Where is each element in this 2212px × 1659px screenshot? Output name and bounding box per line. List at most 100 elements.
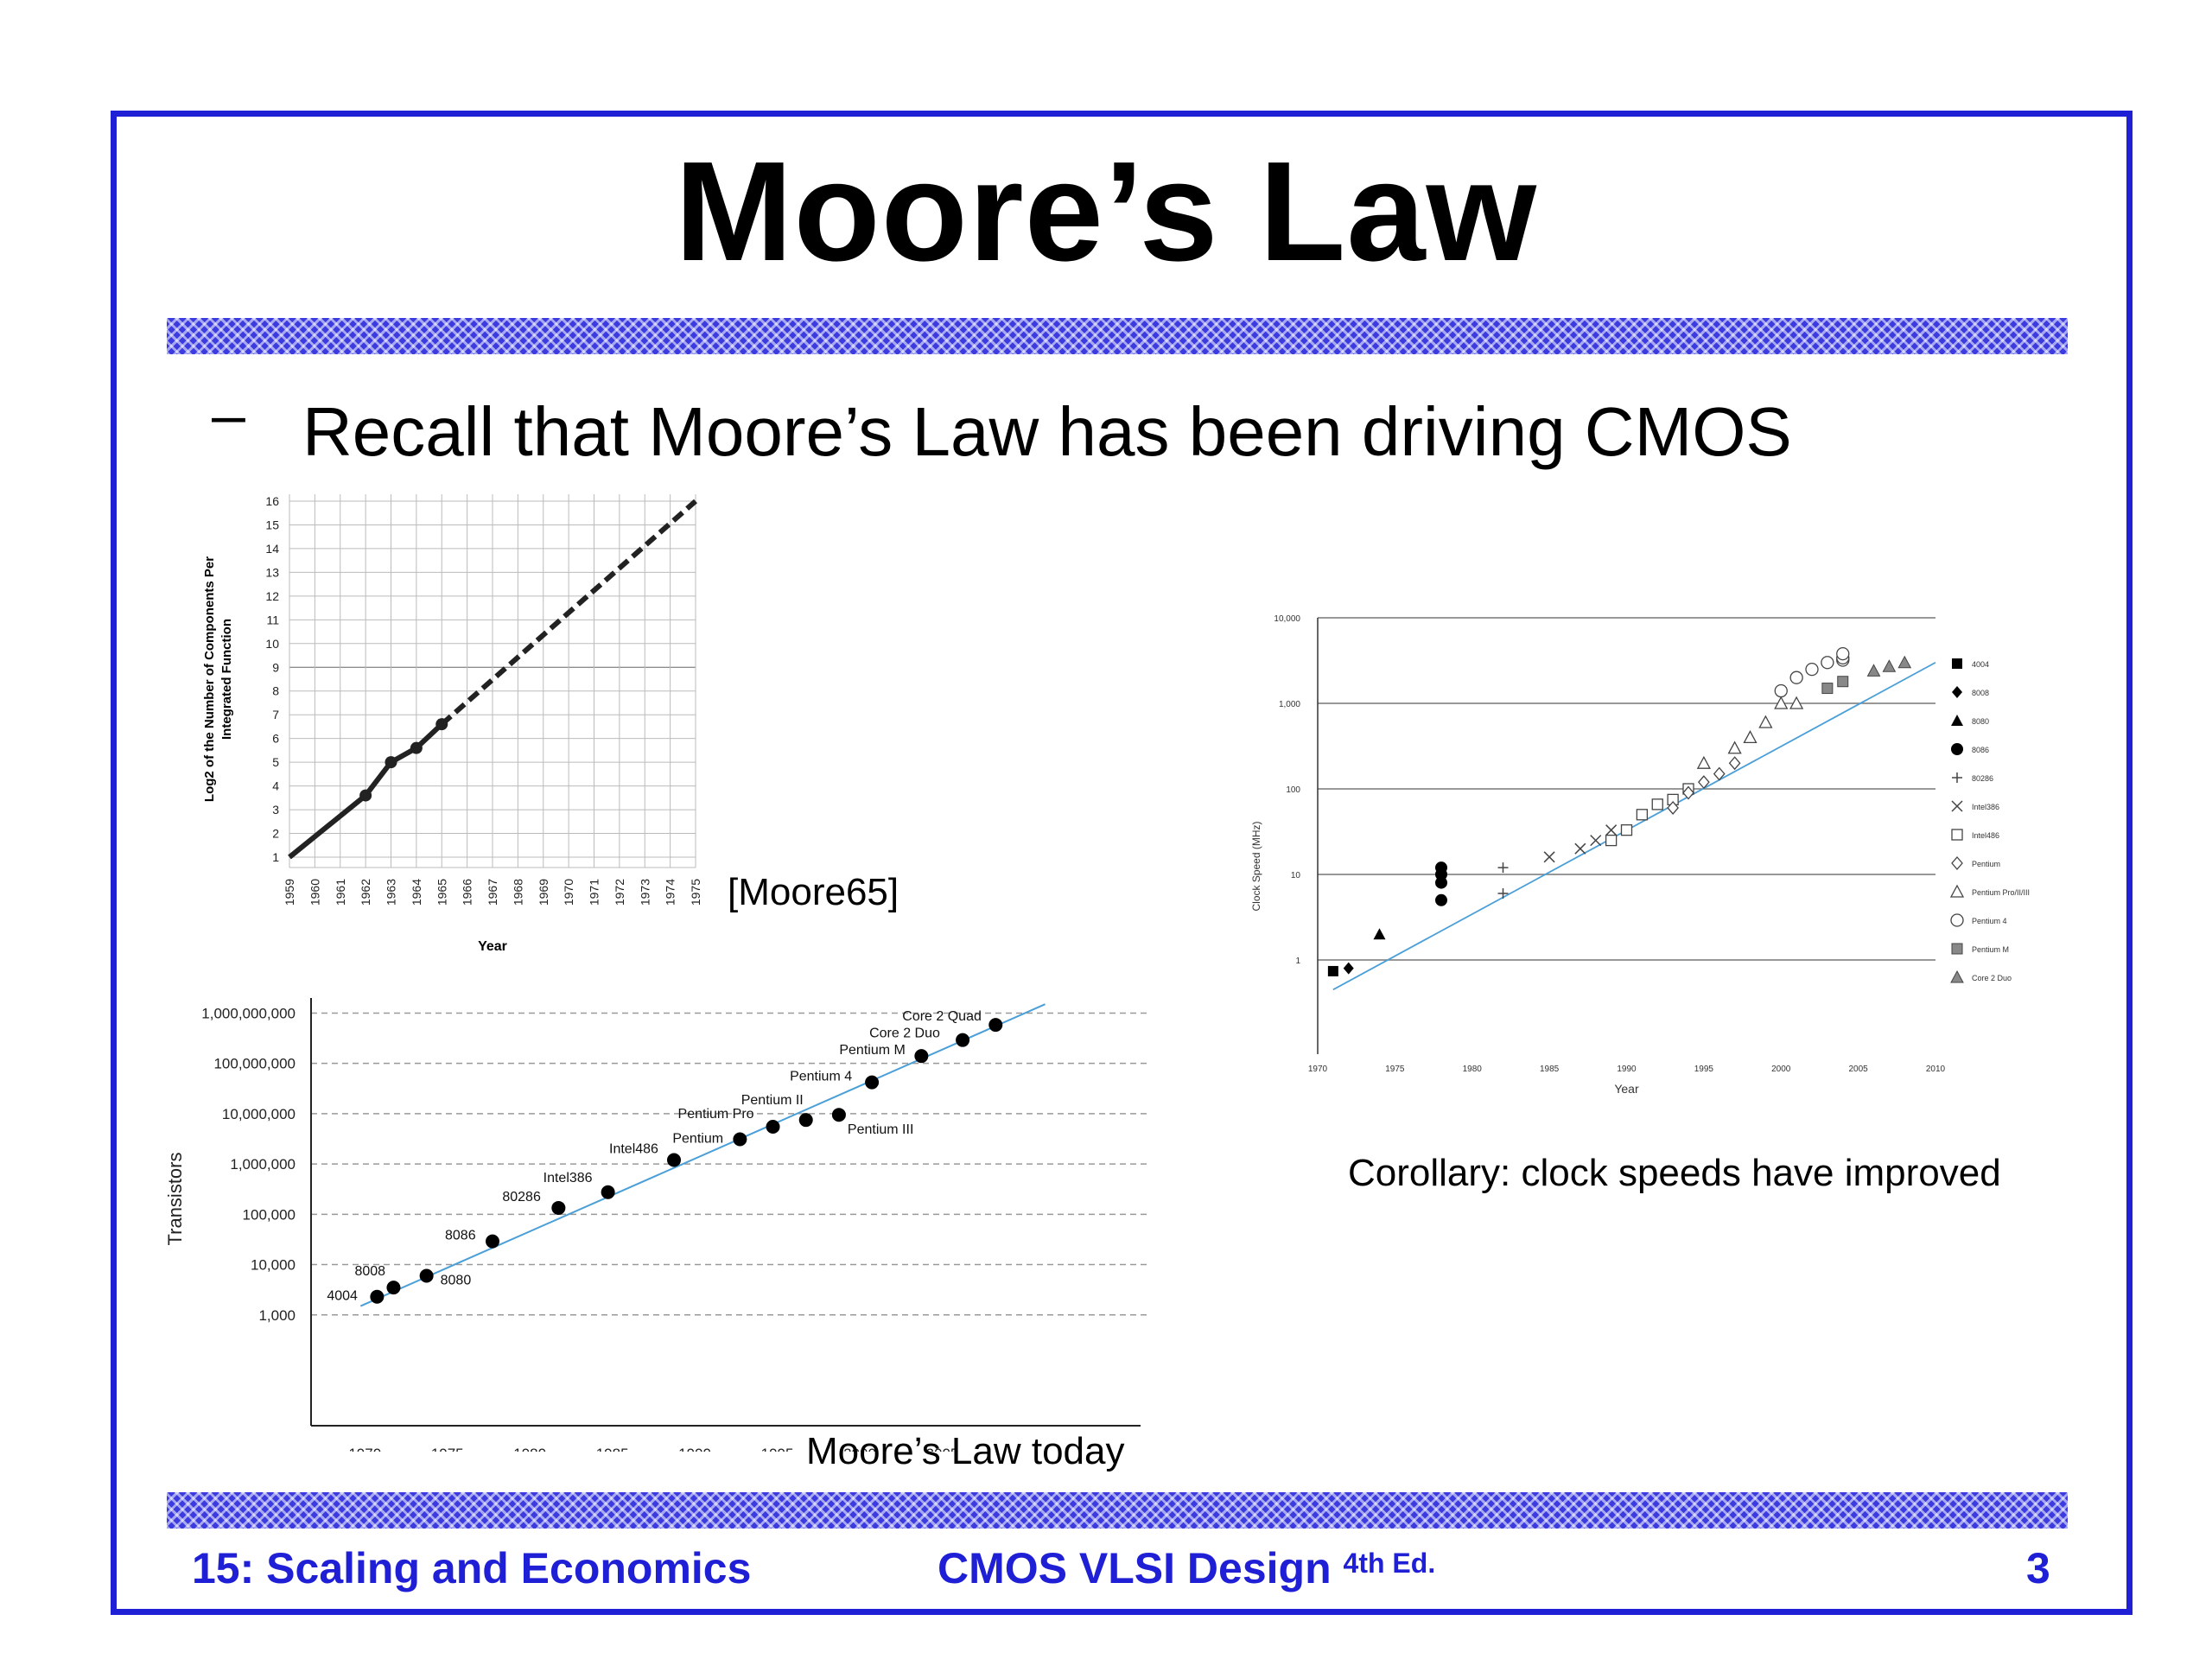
data-point xyxy=(435,718,448,731)
data-point xyxy=(1836,646,1850,661)
data-point xyxy=(1897,655,1912,669)
data-point xyxy=(1713,766,1726,781)
data-point xyxy=(1497,887,1509,899)
data-point xyxy=(1696,755,1711,769)
legend-marker xyxy=(1950,913,1964,927)
legend-marker xyxy=(1951,743,1963,755)
x-tick-label: 1980 xyxy=(1463,1065,1483,1074)
top-pattern-band xyxy=(167,318,2068,354)
y-tick-label: 1,000 xyxy=(1279,700,1300,709)
today-caption: Moore’s Law today xyxy=(806,1430,1125,1472)
legend-label: Intel486 xyxy=(1972,831,1999,840)
point-label: Pentium Pro xyxy=(678,1107,754,1122)
x-tick-label: 1964 xyxy=(410,879,423,906)
data-point xyxy=(1435,876,1447,889)
legend-label: 8080 xyxy=(1972,717,1989,726)
corollary-caption: Corollary: clock speeds have improved xyxy=(1348,1152,2001,1194)
data-point xyxy=(1727,741,1742,754)
x-tick-label: 1974 xyxy=(664,879,677,906)
x-tick-label: 1962 xyxy=(359,879,372,906)
footer-course-name: CMOS VLSI Design xyxy=(938,1544,1332,1592)
y-axis-title: Transistors xyxy=(164,1153,186,1246)
y-tick-label: 1 xyxy=(272,850,279,864)
data-point xyxy=(1435,893,1447,906)
x-tick-label: 1985 xyxy=(596,1446,629,1452)
moore65-caption: [Moore65] xyxy=(728,871,899,913)
data-point xyxy=(1620,824,1633,836)
footer-edition: 4th Ed. xyxy=(1343,1548,1436,1579)
legend-label: 8008 xyxy=(1972,689,1989,697)
y-tick-label: 3 xyxy=(272,803,279,817)
y-tick-label: 100,000,000 xyxy=(213,1056,296,1072)
x-tick-label: 1968 xyxy=(511,879,524,906)
data-point xyxy=(956,1033,970,1047)
y-axis-title-line-2: Integrated Function xyxy=(219,619,234,740)
y-tick-label: 5 xyxy=(272,755,279,769)
data-point xyxy=(1327,965,1338,976)
x-tick-label: 1985 xyxy=(1540,1065,1560,1074)
legend-marker xyxy=(1952,772,1962,783)
y-tick-label: 6 xyxy=(272,732,279,746)
y-tick-label: 11 xyxy=(266,613,279,626)
legend-marker xyxy=(1951,800,1963,812)
legend-marker xyxy=(1951,829,1963,841)
x-tick-label: 1970 xyxy=(1308,1065,1328,1074)
projection-line xyxy=(440,499,697,727)
data-point xyxy=(1758,715,1773,728)
data-point xyxy=(1373,928,1386,940)
y-tick-label: 15 xyxy=(265,518,279,531)
data-point xyxy=(370,1289,385,1304)
x-axis-title: Year xyxy=(1614,1082,1639,1096)
data-point xyxy=(988,1018,1003,1033)
x-tick-label: 1970 xyxy=(348,1446,381,1452)
data-point xyxy=(1743,730,1758,744)
x-tick-label: 1960 xyxy=(308,879,321,906)
y-axis-title-line-1: Log2 of the Number of Components Per xyxy=(202,556,217,802)
slide-title: Moore’s Law xyxy=(674,132,1538,290)
data-point xyxy=(733,1132,747,1147)
point-label: 8008 xyxy=(354,1264,385,1279)
legend-marker xyxy=(1951,715,1963,726)
data-point xyxy=(359,789,372,802)
footer-section-title: 15: Scaling and Economics xyxy=(192,1544,752,1592)
legend-label: Pentium M xyxy=(1972,945,2009,954)
x-tick-label: 1967 xyxy=(486,879,499,906)
point-label: Pentium M xyxy=(839,1043,905,1058)
x-tick-label: 1975 xyxy=(689,879,702,906)
data-point xyxy=(1837,676,1849,688)
y-tick-label: 2 xyxy=(272,827,279,841)
x-tick-label: 1972 xyxy=(613,879,626,906)
data-point xyxy=(1789,696,1804,709)
legend-marker xyxy=(1951,943,1963,955)
x-tick-label: 1990 xyxy=(678,1446,711,1452)
bullet-text: Recall that Moore’s Law has been driving… xyxy=(302,393,1792,470)
data-point xyxy=(1497,862,1509,874)
y-tick-label: 10 xyxy=(1291,871,1301,880)
data-point xyxy=(865,1075,880,1090)
data-point xyxy=(1682,785,1694,800)
x-tick-label: 1971 xyxy=(588,879,601,906)
slide-frame xyxy=(111,111,2133,1615)
legend-marker xyxy=(1951,856,1963,870)
legend-marker xyxy=(1952,686,1962,698)
y-tick-label: 9 xyxy=(272,660,279,674)
x-tick-label: 1973 xyxy=(638,879,652,906)
x-tick-label: 1995 xyxy=(1694,1065,1714,1074)
y-tick-label: 7 xyxy=(272,708,279,721)
x-tick-label: 2005 xyxy=(1849,1065,1869,1074)
data-point xyxy=(1574,842,1586,855)
data-point xyxy=(798,1113,813,1128)
x-tick-label: 1969 xyxy=(537,879,550,906)
point-label: Core 2 Quad xyxy=(902,1009,982,1024)
y-tick-label: 100 xyxy=(1286,785,1300,795)
data-point xyxy=(1636,809,1649,821)
legend-label: 80286 xyxy=(1972,774,1993,783)
footer-course-title: CMOS VLSI Design 4th Ed. xyxy=(938,1542,1435,1594)
data-point xyxy=(1605,834,1618,847)
data-point xyxy=(1435,861,1447,874)
data-point xyxy=(1882,659,1897,672)
clock-speed-chart-svg: 1 10 100 1,000 10,000 1970 1975 1980 1985 1990 199… xyxy=(1250,614,2030,1096)
x-tick-label: 1961 xyxy=(334,879,347,906)
point-label: 8086 xyxy=(445,1229,476,1243)
